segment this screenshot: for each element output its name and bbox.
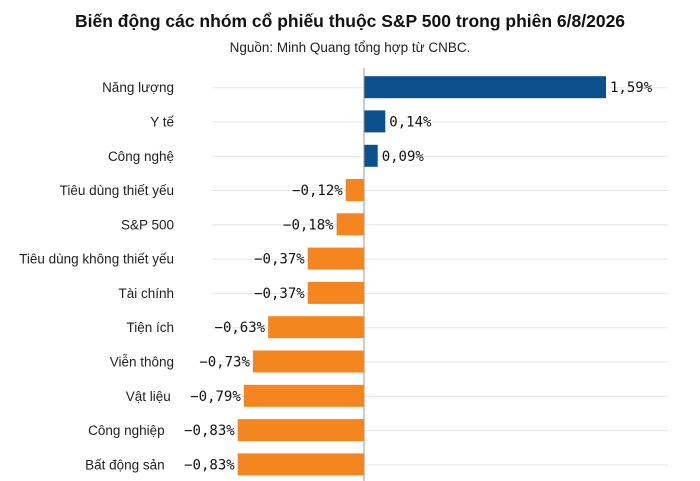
category-label: Y tế [150,114,174,129]
data-label: −0,37% [254,252,305,268]
data-label: 1,59% [610,80,653,96]
category-label: Công nghệ [108,149,174,164]
chart-title: Biến động các nhóm cổ phiếu thuộc S&P 50… [75,11,625,31]
bar [268,316,364,339]
data-label: −0,37% [254,286,305,302]
category-label: Tài chính [118,286,174,301]
category-label: Viễn thông [110,355,174,370]
data-label: 0,09% [382,149,425,165]
data-label: −0,73% [199,355,250,371]
bar [237,453,364,476]
category-label: Công nghiệp [88,423,165,438]
category-label: Bất động sản [85,457,165,472]
category-label: Năng lượng [102,80,174,95]
bar [243,384,364,407]
category-label: Tiêu dùng thiết yếu [60,183,174,198]
data-label: −0,63% [215,320,266,336]
data-label: 0,14% [389,114,432,130]
bar [345,179,364,201]
bar [364,144,378,167]
data-label: −0,18% [283,217,334,233]
category-label: Tiêu dùng không thiết yếu [19,252,174,267]
category-label: Tiện ích [126,320,174,335]
bar [237,419,364,442]
data-label: −0,79% [190,389,241,405]
bar [336,213,364,236]
bar [252,350,364,373]
data-label: −0,12% [292,183,343,199]
data-label: −0,83% [184,457,235,473]
data-label: −0,83% [184,423,235,439]
category-label: S&P 500 [121,217,174,232]
bar [364,110,386,133]
bar [364,76,606,99]
gridlines [212,87,668,466]
bar [307,281,364,304]
category-label: Vật liệu [126,389,171,404]
bar [307,247,364,270]
chart-subtitle: Nguồn: Minh Quang tổng hợp từ CNBC. [230,40,471,55]
bars: 1,59% 0,14% 0,09% −0,12% −0,18% −0,37% −0,37% −… [19,76,653,476]
